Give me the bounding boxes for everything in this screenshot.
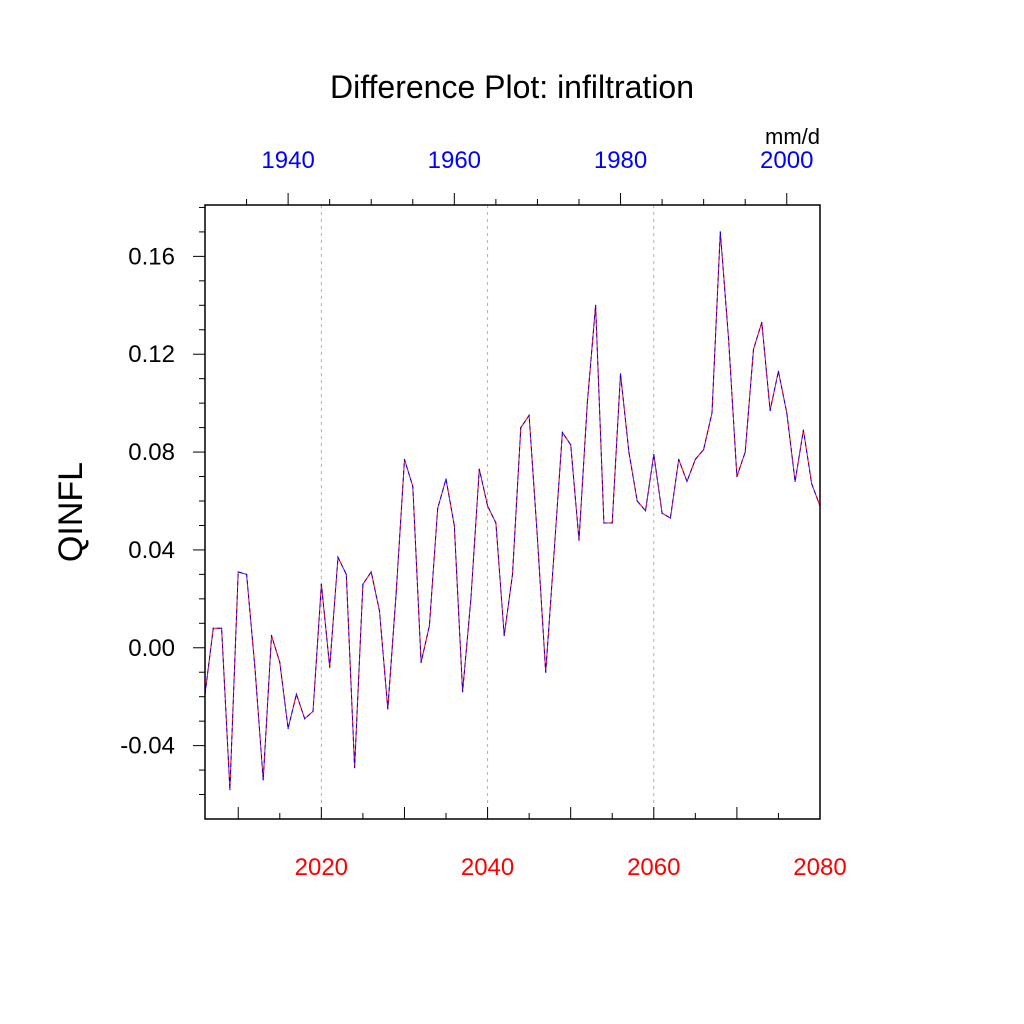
data-point: [578, 539, 580, 541]
data-point: [403, 458, 406, 461]
data-point: [736, 475, 738, 478]
chart-title: Difference Plot: infiltration: [330, 69, 694, 105]
y-axis-tick-label: 0.04: [128, 537, 175, 564]
data-point: [254, 666, 256, 668]
data-point: [212, 627, 214, 629]
y-axis-label: QINFL: [52, 462, 90, 562]
data-point: [262, 779, 264, 781]
data-point: [503, 634, 505, 637]
data-point: [595, 304, 597, 306]
data-point: [229, 789, 231, 791]
data-point: [761, 321, 763, 324]
data-point: [536, 537, 539, 539]
data-point: [586, 402, 588, 404]
data-point: [511, 573, 514, 575]
data-point: [245, 573, 248, 575]
data-point: [603, 522, 605, 524]
data-point: [295, 693, 298, 695]
data-point: [345, 573, 347, 575]
series-line-red: [204, 231, 821, 790]
data-point: [437, 507, 439, 509]
data-point: [270, 634, 273, 637]
data-point: [644, 510, 647, 512]
series-line-blue: [204, 231, 821, 790]
data-point: [470, 598, 472, 600]
data-point: [777, 370, 780, 372]
bottom-axis-tick-label: 2040: [461, 854, 514, 881]
data-point: [744, 451, 746, 453]
y-axis-tick-label: 0.08: [128, 439, 175, 466]
data-point: [661, 512, 663, 514]
data-point: [619, 373, 622, 375]
data-point: [686, 480, 688, 483]
data-point: [320, 583, 322, 585]
data-point: [387, 708, 389, 710]
data-point: [811, 483, 813, 485]
data-point: [329, 666, 331, 668]
data-point: [545, 671, 547, 673]
data-point: [495, 522, 497, 524]
top-axis-tick-label: 1980: [594, 147, 647, 174]
y-axis-tick-label: 0.12: [128, 341, 175, 368]
data-point: [678, 458, 680, 461]
data-point: [528, 414, 530, 416]
data-point: [786, 412, 788, 414]
data-point: [453, 524, 455, 527]
y-axis-tick-label: 0.16: [128, 243, 175, 270]
data-point: [711, 412, 713, 414]
data-point: [420, 661, 422, 664]
data-point: [486, 505, 489, 507]
data-point: [653, 453, 655, 456]
bottom-axis-tick-label: 2020: [295, 854, 348, 881]
data-point: [428, 625, 430, 627]
gridlines: [320, 205, 655, 819]
data-point: [561, 431, 563, 434]
data-point: [362, 583, 364, 585]
data-point: [478, 468, 480, 470]
axes: 2020 2040 2060 2080 1940 1960 1980 2000 -0.04 0.0…: [120, 147, 846, 881]
data-point: [611, 522, 613, 524]
data-point: [553, 551, 555, 553]
data-point: [719, 231, 721, 233]
data-point: [752, 348, 755, 350]
data-point: [802, 429, 804, 431]
data-point: [628, 451, 630, 453]
bottom-axis-tick-label: 2080: [793, 854, 846, 881]
series-lines: [204, 231, 821, 791]
data-point: [237, 571, 239, 573]
data-point: [669, 517, 672, 519]
data-point: [769, 409, 771, 412]
data-point: [395, 593, 397, 595]
data-point: [370, 571, 372, 573]
data-point: [279, 661, 281, 664]
bottom-axis-tick-label: 2060: [627, 854, 680, 881]
data-point: [727, 338, 730, 341]
data-point: [445, 478, 447, 480]
data-point: [570, 444, 572, 446]
units-label: mm/d: [765, 124, 820, 149]
data-point: [636, 500, 638, 502]
data-point: [794, 480, 796, 483]
data-point: [462, 691, 464, 693]
data-point: [337, 556, 339, 558]
data-point: [412, 485, 414, 487]
data-point: [287, 727, 289, 730]
top-axis-tick-label: 1960: [428, 147, 481, 174]
top-axis-tick-label: 1940: [261, 147, 314, 174]
data-point: [304, 718, 306, 720]
top-axis-tick-label: 2000: [760, 147, 813, 174]
data-point: [353, 767, 356, 769]
data-point: [378, 610, 381, 612]
data-point: [703, 449, 705, 451]
plot-frame: [204, 204, 821, 820]
data-point: [520, 427, 522, 429]
y-axis-tick-label: -0.04: [120, 733, 175, 760]
data-point: [312, 710, 314, 712]
data-point: [694, 458, 696, 461]
y-axis-tick-label: 0.00: [128, 635, 175, 662]
data-point: [221, 627, 223, 629]
